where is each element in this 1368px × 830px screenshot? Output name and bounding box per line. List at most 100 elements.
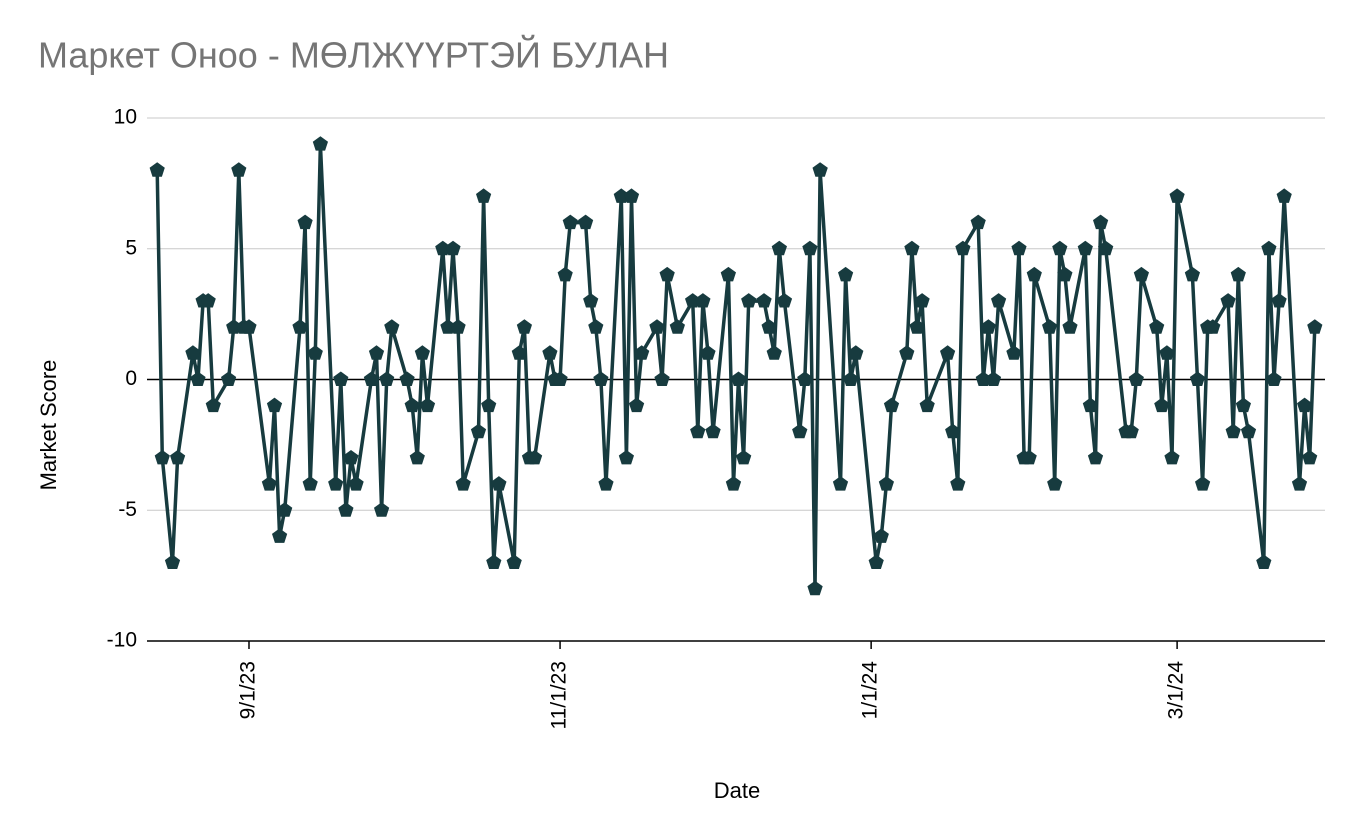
data-point [690, 423, 706, 439]
data-point [802, 240, 818, 256]
data-point [241, 319, 257, 334]
data-point [1220, 293, 1236, 308]
data-point [843, 371, 859, 386]
data-point [955, 240, 971, 256]
data-point [1291, 476, 1308, 491]
data-point [1149, 319, 1165, 334]
data-point [1184, 266, 1200, 282]
data-point [542, 345, 558, 360]
data-point [190, 371, 206, 386]
data-point [904, 240, 920, 256]
data-point [940, 345, 956, 360]
data-point [832, 476, 849, 491]
data-point [384, 319, 400, 334]
data-point [368, 345, 385, 360]
x-tick-label: 1/1/24 [859, 661, 882, 720]
data-point [338, 502, 354, 517]
data-point [593, 371, 609, 386]
data-point [883, 397, 900, 413]
data-point [1235, 397, 1251, 413]
data-point [1062, 319, 1078, 334]
data-point [812, 162, 828, 177]
data-point [302, 476, 318, 491]
data-point [1271, 293, 1287, 308]
data-point [1230, 266, 1246, 282]
data-point [231, 162, 247, 177]
data-point [292, 319, 308, 334]
data-point [450, 319, 466, 334]
data-point [1164, 450, 1180, 465]
data-point [1021, 450, 1037, 465]
data-point [297, 214, 313, 230]
data-point [1128, 371, 1144, 386]
data-point [1307, 319, 1323, 334]
data-point [1169, 188, 1185, 203]
data-point [154, 450, 170, 465]
data-point [261, 476, 277, 491]
data-point [205, 397, 221, 413]
data-point [470, 423, 487, 439]
chart-title: Маркет Оноо - МӨЛЖҮҮРТЭЙ БУЛАН [38, 34, 669, 76]
data-point [363, 371, 379, 386]
data-point [1042, 319, 1058, 334]
data-point [771, 240, 787, 256]
data-point [776, 293, 793, 308]
data-point [975, 371, 991, 386]
data-point [562, 214, 578, 230]
data-point [419, 397, 436, 413]
data-point [1225, 423, 1241, 439]
data-point [1082, 397, 1098, 413]
data-point [705, 423, 721, 439]
data-point [1077, 240, 1093, 256]
data-point [792, 423, 808, 439]
data-point [1302, 450, 1318, 465]
data-point [506, 554, 522, 569]
data-point [414, 345, 430, 360]
data-point [914, 293, 930, 308]
data-point [409, 450, 425, 465]
y-tick-label: 10 [114, 106, 137, 129]
data-point [598, 476, 614, 491]
data-point [695, 293, 711, 308]
data-point [379, 371, 395, 386]
data-point [333, 371, 349, 386]
data-point [578, 214, 594, 230]
data-point [1256, 554, 1272, 569]
data-point [736, 450, 752, 465]
y-tick-label: 0 [125, 367, 137, 390]
data-point [170, 450, 186, 465]
data-point [1159, 345, 1175, 360]
y-tick-label: -5 [118, 498, 137, 521]
x-tick-label: 11/1/23 [548, 661, 571, 730]
data-point [659, 266, 675, 282]
data-point [970, 214, 986, 230]
data-point [1087, 450, 1104, 465]
data-point [985, 371, 1002, 386]
data-point [634, 345, 650, 360]
data-point [343, 450, 359, 465]
data-point [878, 476, 894, 491]
data-point [200, 293, 216, 308]
data-point [552, 371, 568, 386]
data-point [527, 450, 543, 465]
data-point [1133, 266, 1149, 282]
data-point [720, 266, 736, 282]
data-point [761, 319, 777, 334]
data-point [374, 502, 390, 517]
data-point [1240, 423, 1257, 439]
data-point [476, 188, 492, 203]
data-point [221, 371, 237, 386]
data-point [226, 319, 242, 334]
data-point [838, 266, 854, 282]
data-point [1057, 266, 1073, 282]
x-tick-label: 9/1/23 [237, 661, 260, 719]
data-point [991, 293, 1007, 308]
data-point [481, 397, 497, 413]
x-axis-label: Date [714, 778, 760, 803]
data-point [909, 319, 925, 334]
data-point [945, 423, 961, 439]
data-point [868, 554, 884, 569]
data-point [491, 476, 507, 491]
